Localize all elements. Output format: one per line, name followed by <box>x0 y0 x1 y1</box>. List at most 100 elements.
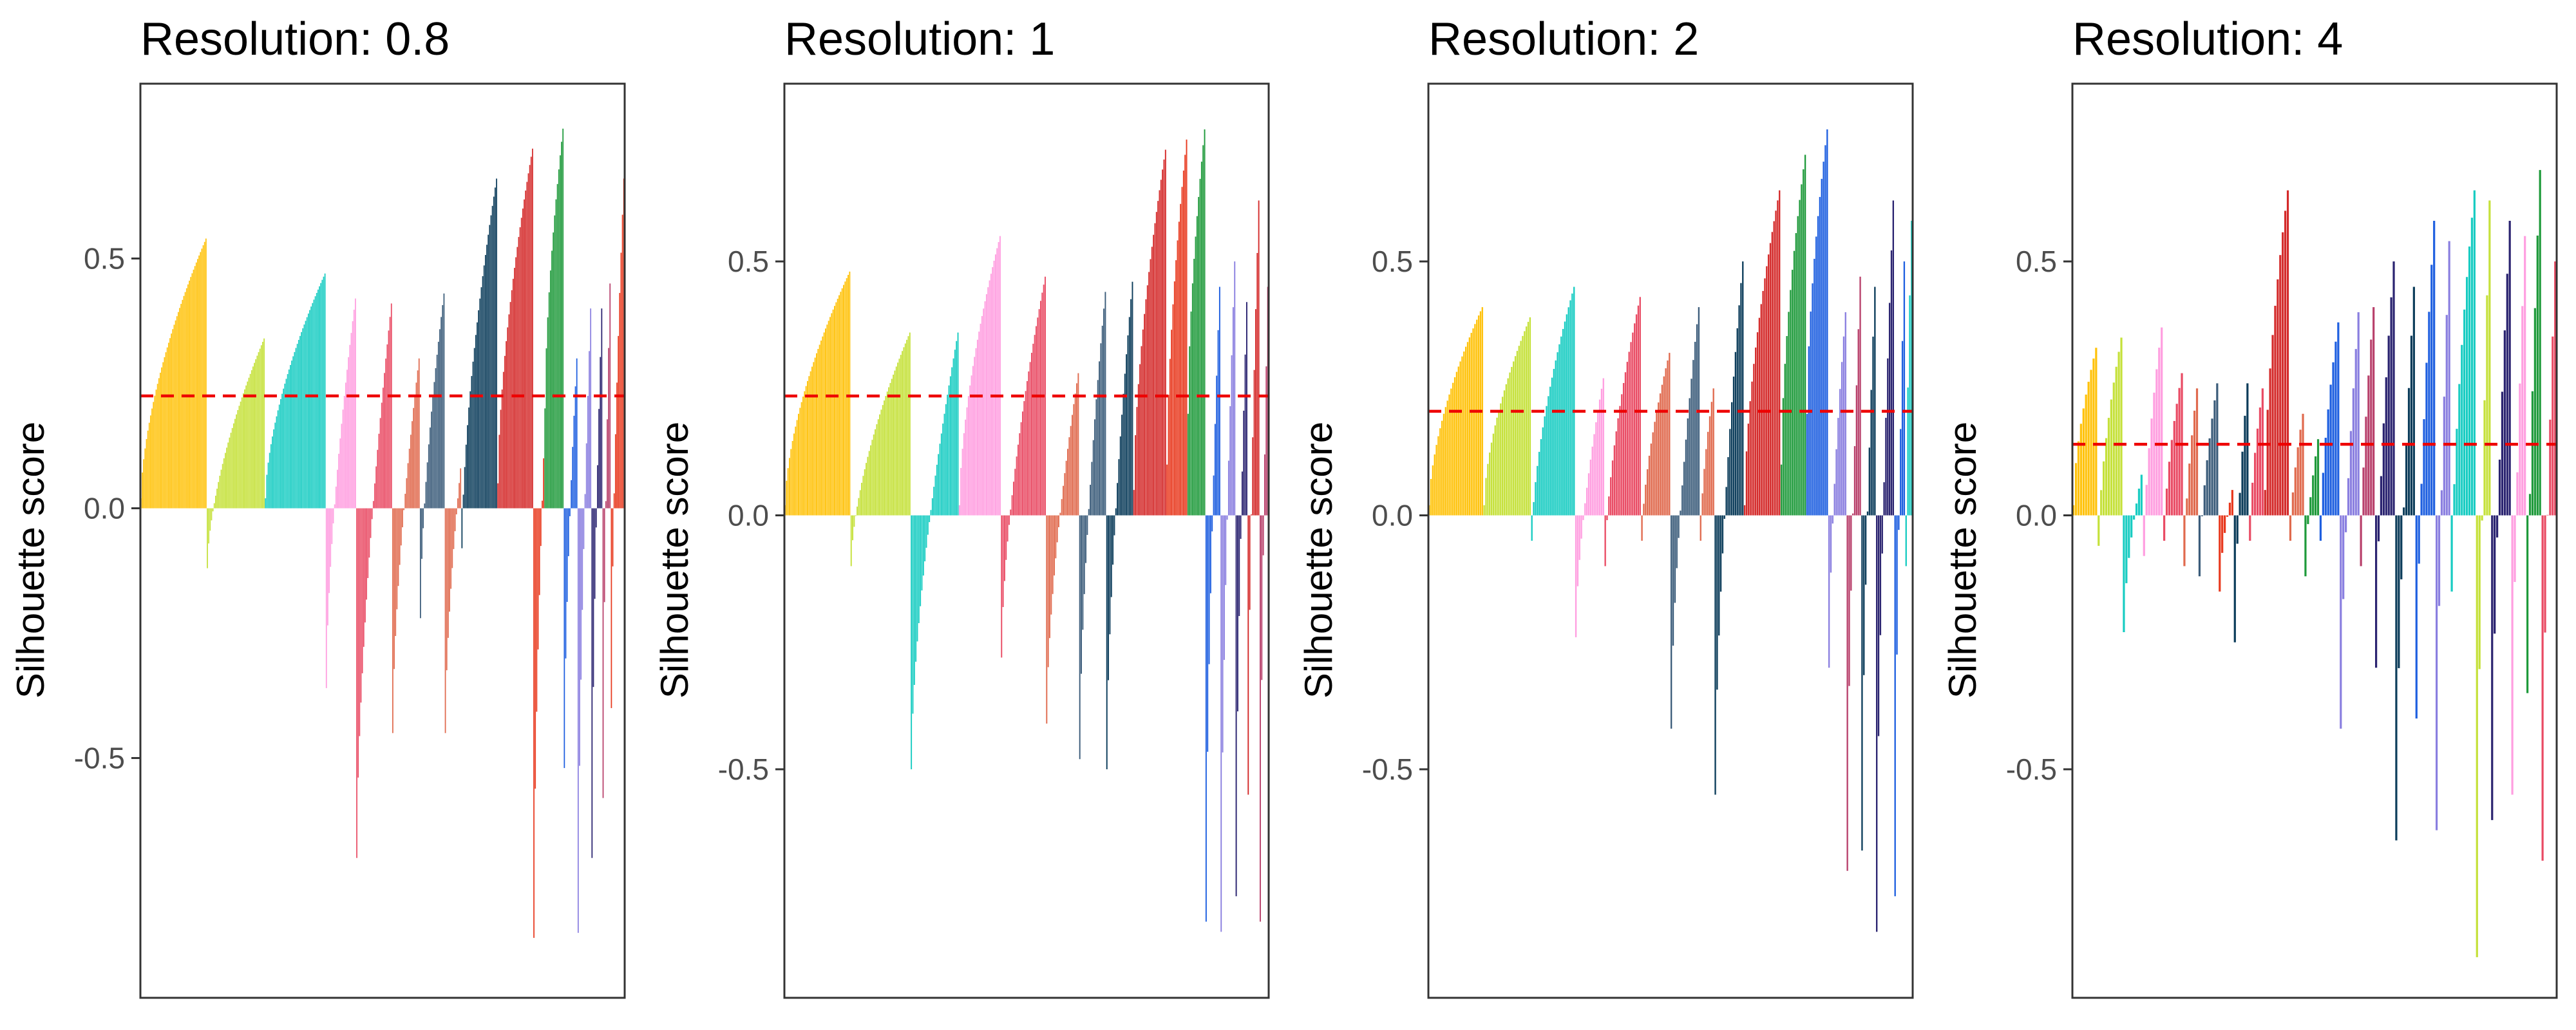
silhouette-bar <box>958 505 960 516</box>
silhouette-bar <box>1122 393 1124 516</box>
silhouette-bar <box>1483 505 1485 516</box>
silhouette-bar <box>1083 515 1085 594</box>
silhouette-bar <box>1155 212 1157 516</box>
silhouette-bar <box>1716 515 1718 690</box>
silhouette-bar <box>1567 307 1569 516</box>
silhouette-bar <box>2236 515 2239 544</box>
silhouette-bar <box>328 508 330 594</box>
silhouette-bar <box>1232 307 1234 516</box>
silhouette-bar <box>1537 465 1539 516</box>
silhouette-bar <box>232 423 234 509</box>
silhouette-bar <box>1110 515 1112 597</box>
silhouette-bar <box>1799 200 1801 516</box>
silhouette-bar <box>1687 418 1689 516</box>
silhouette-bar <box>831 313 833 516</box>
silhouette-bar <box>841 288 843 516</box>
y-tick-label: -0.5 <box>74 742 125 775</box>
silhouette-bar <box>572 447 574 509</box>
silhouette-bar <box>183 295 185 509</box>
silhouette-bar <box>1501 397 1504 516</box>
silhouette-bar <box>1262 515 1264 556</box>
silhouette-bar <box>2226 515 2229 517</box>
silhouette-bar <box>1490 442 1493 516</box>
silhouette-bar <box>2549 419 2552 516</box>
silhouette-bar <box>1181 187 1183 516</box>
silhouette-bar <box>975 348 977 516</box>
y-tick-label: 0.0 <box>728 499 769 532</box>
silhouette-bar <box>471 376 473 509</box>
silhouette-bar <box>424 503 426 509</box>
silhouette-bar <box>1611 460 1614 516</box>
silhouette-bar <box>1507 378 1509 516</box>
silhouette-bar <box>1569 300 1571 516</box>
silhouette-bar <box>597 465 598 509</box>
silhouette-bar <box>1126 354 1128 516</box>
silhouette-bar <box>1437 436 1439 516</box>
silhouette-bar <box>331 508 333 545</box>
silhouette-bar <box>1193 259 1195 516</box>
silhouette-bar <box>1439 428 1441 516</box>
silhouette-bar <box>1142 329 1144 516</box>
silhouette-bar <box>1672 515 1674 646</box>
silhouette-bar <box>826 324 828 516</box>
silhouette-bar <box>306 317 308 509</box>
silhouette-bar <box>1101 325 1103 516</box>
silhouette-bar <box>1002 515 1004 607</box>
silhouette-bar <box>2360 515 2362 566</box>
silhouette-bar <box>2228 502 2231 516</box>
silhouette-bar <box>454 508 456 532</box>
silhouette-bar <box>1038 309 1040 516</box>
silhouette-bar <box>439 329 440 509</box>
silhouette-bar <box>414 395 416 509</box>
silhouette-bar <box>1141 346 1142 516</box>
silhouette-bar <box>1676 515 1678 568</box>
panel-frame <box>2071 82 2558 999</box>
silhouette-bar <box>1195 236 1197 516</box>
silhouette-bar <box>1081 515 1082 674</box>
silhouette-bar <box>2501 391 2504 516</box>
silhouette-bar <box>1817 216 1819 516</box>
silhouette-bar <box>2407 388 2410 516</box>
silhouette-bar <box>2453 484 2456 516</box>
silhouette-bar <box>453 508 455 549</box>
silhouette-bar <box>1029 362 1031 516</box>
silhouette-bar <box>1872 336 1874 516</box>
silhouette-bar <box>1074 393 1076 516</box>
silhouette-bar <box>867 456 869 516</box>
silhouette-bar <box>1151 247 1153 516</box>
silhouette-bar <box>389 317 391 509</box>
silhouette-bar <box>1877 515 1880 736</box>
silhouette-bar <box>2433 221 2436 516</box>
silhouette-bar <box>1103 308 1105 516</box>
silhouette-bar <box>924 515 926 561</box>
silhouette-bar <box>820 341 822 516</box>
silhouette-bar <box>1247 515 1249 795</box>
silhouette-bar <box>1685 439 1687 516</box>
silhouette-bar <box>185 288 187 509</box>
silhouette-bar <box>2130 515 2133 538</box>
silhouette-bar <box>208 508 210 544</box>
silhouette-bar <box>2140 474 2143 516</box>
silhouette-bar <box>154 395 156 509</box>
silhouette-bar <box>951 367 953 516</box>
silhouette-bar <box>422 508 424 529</box>
silhouette-bar <box>330 508 332 567</box>
silhouette-bar <box>2418 515 2420 564</box>
silhouette-bar <box>1577 515 1579 586</box>
silhouette-bar <box>1621 394 1623 516</box>
silhouette-bar <box>2443 397 2445 516</box>
silhouette-bar <box>1045 276 1046 516</box>
silhouette-bar <box>1007 515 1009 542</box>
silhouette-bar <box>227 442 229 509</box>
silhouette-bar <box>616 382 618 509</box>
silhouette-bar <box>1136 407 1138 516</box>
silhouette-bar <box>2463 309 2466 516</box>
silhouette-bar <box>1104 292 1106 516</box>
silhouette-bar <box>1604 515 1606 566</box>
silhouette-bar <box>1119 436 1121 516</box>
silhouette-bar <box>1448 394 1450 516</box>
silhouette-bar <box>2277 279 2279 516</box>
silhouette-bar <box>1874 286 1876 516</box>
silhouette-bar <box>560 155 561 509</box>
silhouette-bar <box>1564 321 1566 516</box>
